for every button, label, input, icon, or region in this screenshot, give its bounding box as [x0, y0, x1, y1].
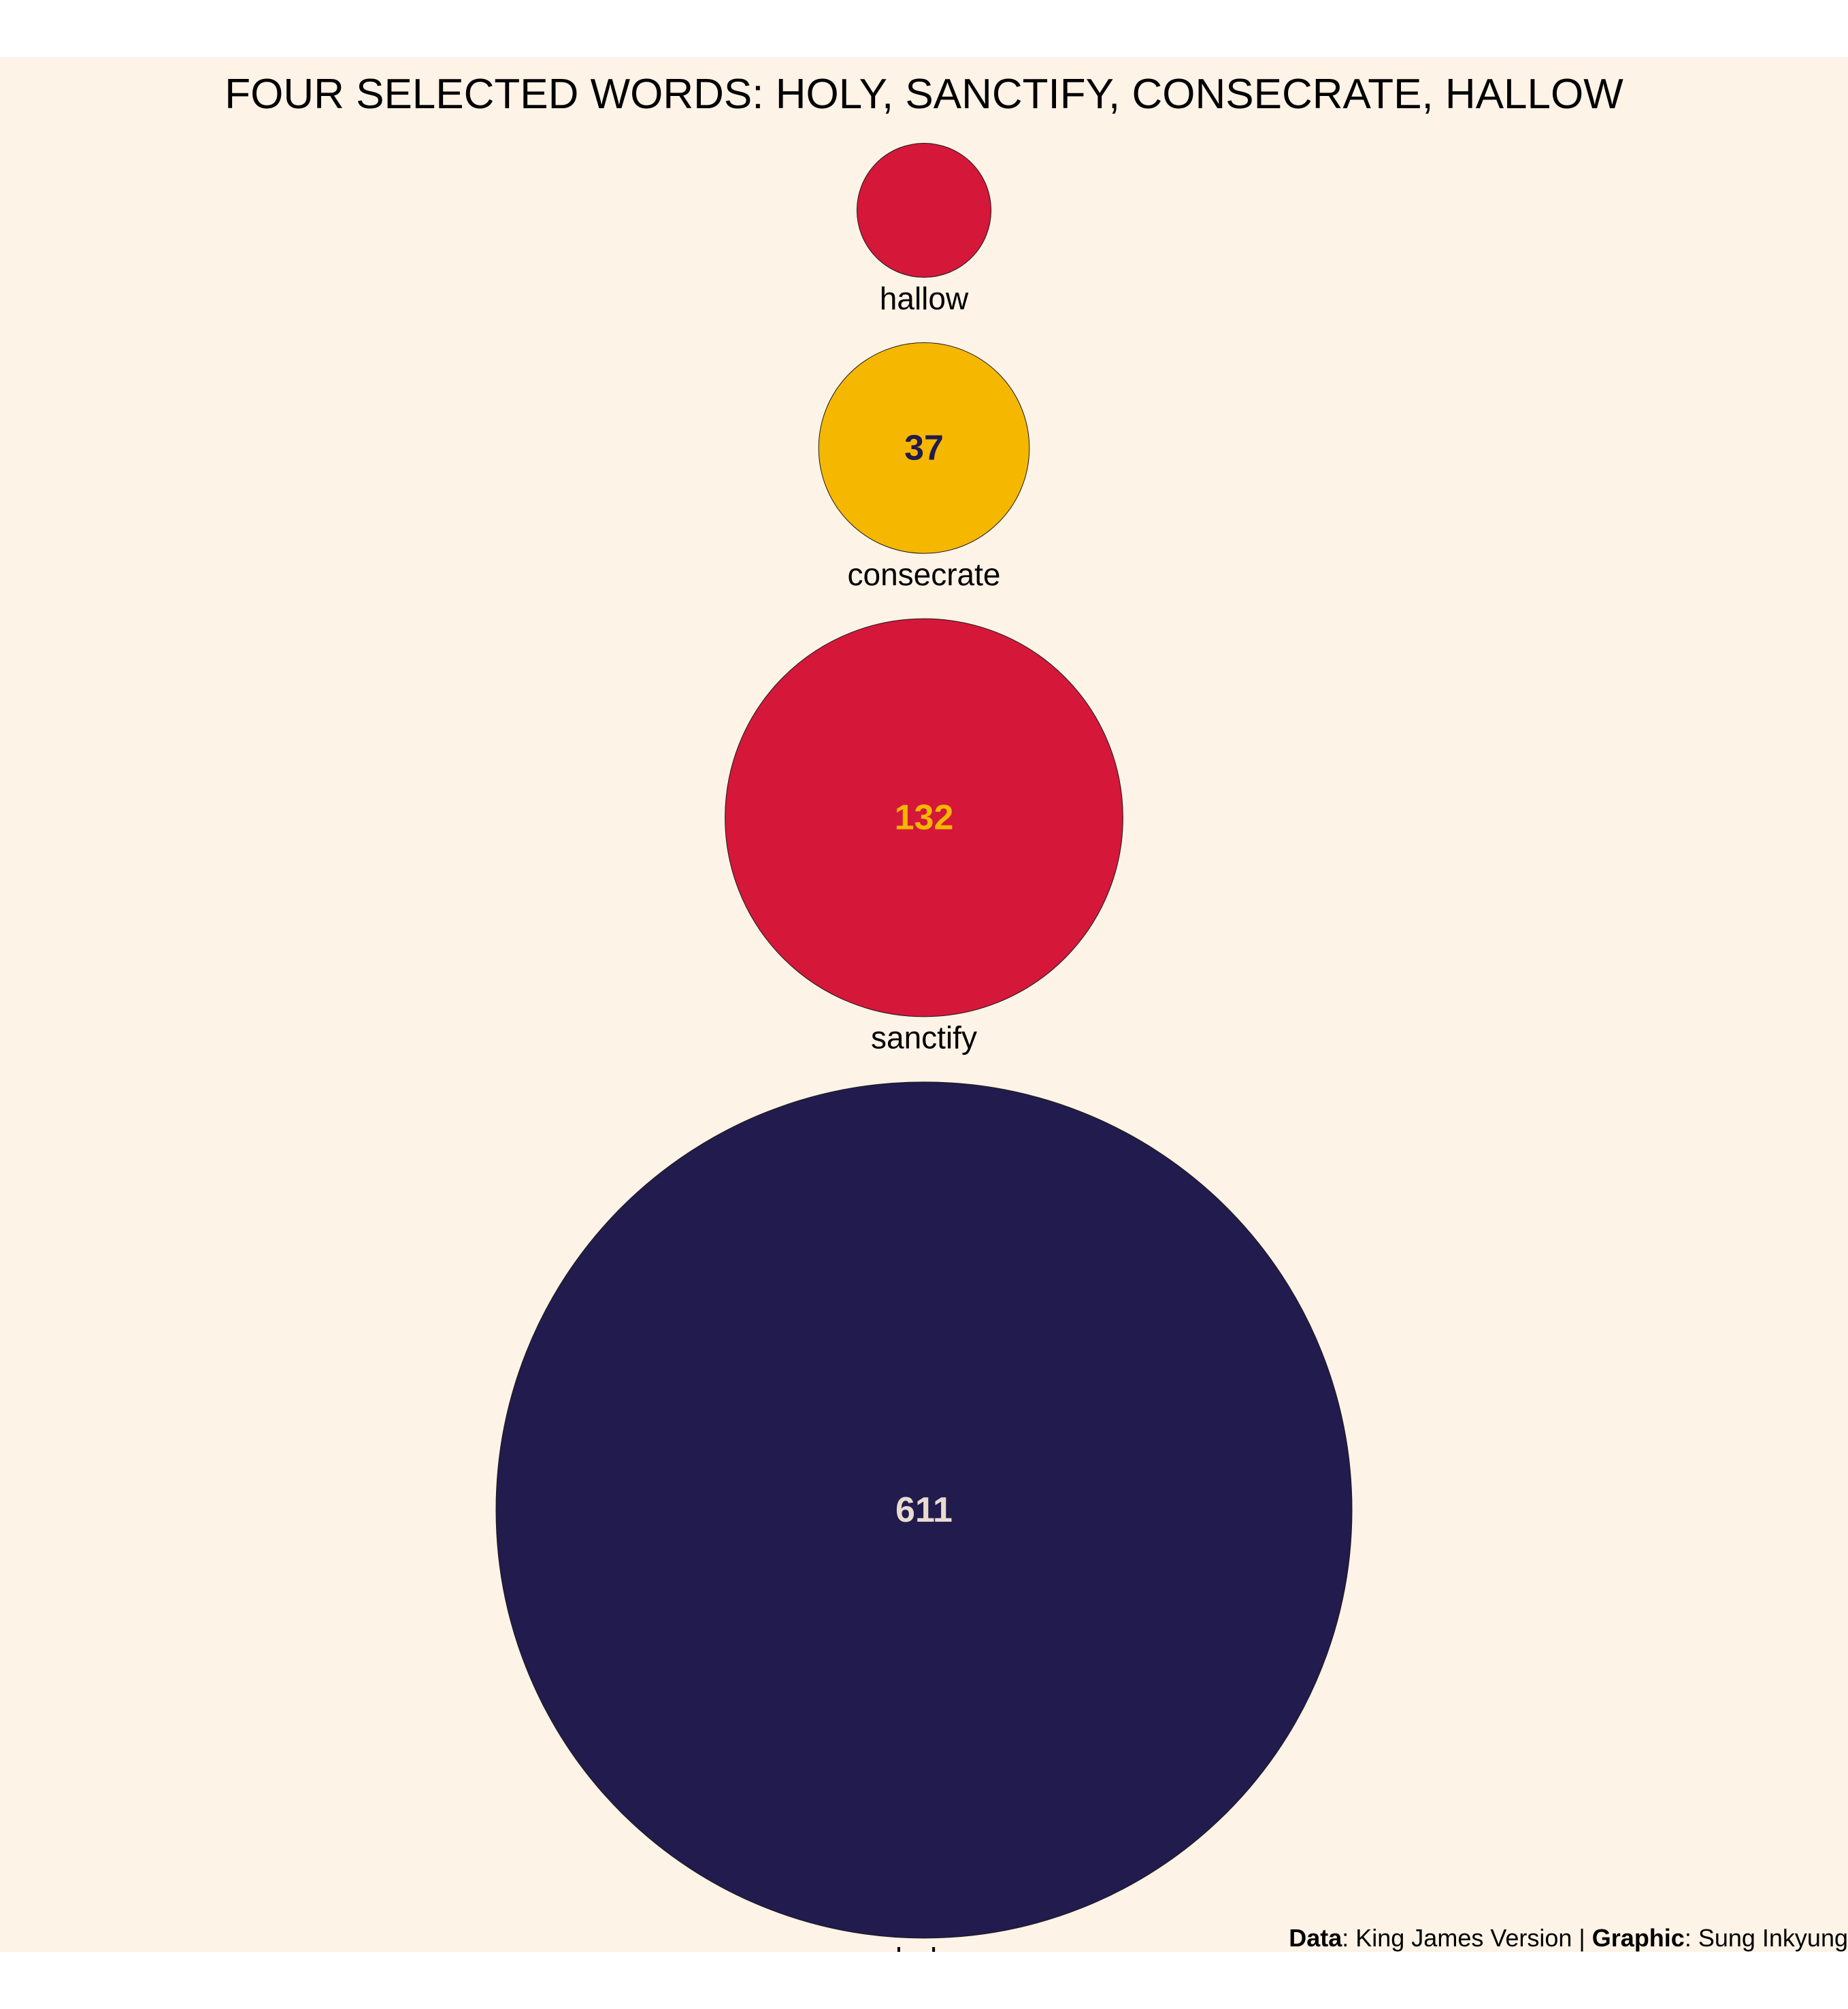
bubble-chart: 15 hallow 37 consecrate 132 sanctify 611 holy: [495, 142, 1353, 1952]
bubble-hallow: [856, 142, 992, 278]
caption-data-value: : King James Version |: [1342, 1924, 1592, 1952]
bubble-label-holy: holy: [895, 1942, 953, 1952]
caption-graphic-label: Graphic: [1591, 1924, 1685, 1952]
bubble-consecrate: [818, 342, 1030, 554]
caption-data-label: Data: [1289, 1924, 1342, 1952]
caption: Data: King James Version | Graphic: Sung…: [1289, 1926, 1848, 1952]
bubble-sanctify: [725, 618, 1123, 1017]
chart-canvas: FOUR SELECTED WORDS: HOLY, SANCTIFY, CON…: [0, 57, 1848, 1952]
bubble-label-consecrate: consecrate: [847, 557, 1000, 592]
bubble-value-holy: 611: [895, 1490, 953, 1530]
bubble-value-sanctify: 132: [895, 798, 954, 837]
bubble-value-hallow: 15: [904, 191, 944, 230]
bubble-label-sanctify: sanctify: [871, 1020, 977, 1056]
bubble-label-hallow: hallow: [880, 280, 969, 316]
bubble-holy: [495, 1081, 1353, 1939]
caption-graphic-value: : Sung Inkyung: [1684, 1924, 1848, 1952]
chart-title: FOUR SELECTED WORDS: HOLY, SANCTIFY, CON…: [225, 71, 1623, 118]
bubble-value-consecrate: 37: [904, 428, 944, 468]
